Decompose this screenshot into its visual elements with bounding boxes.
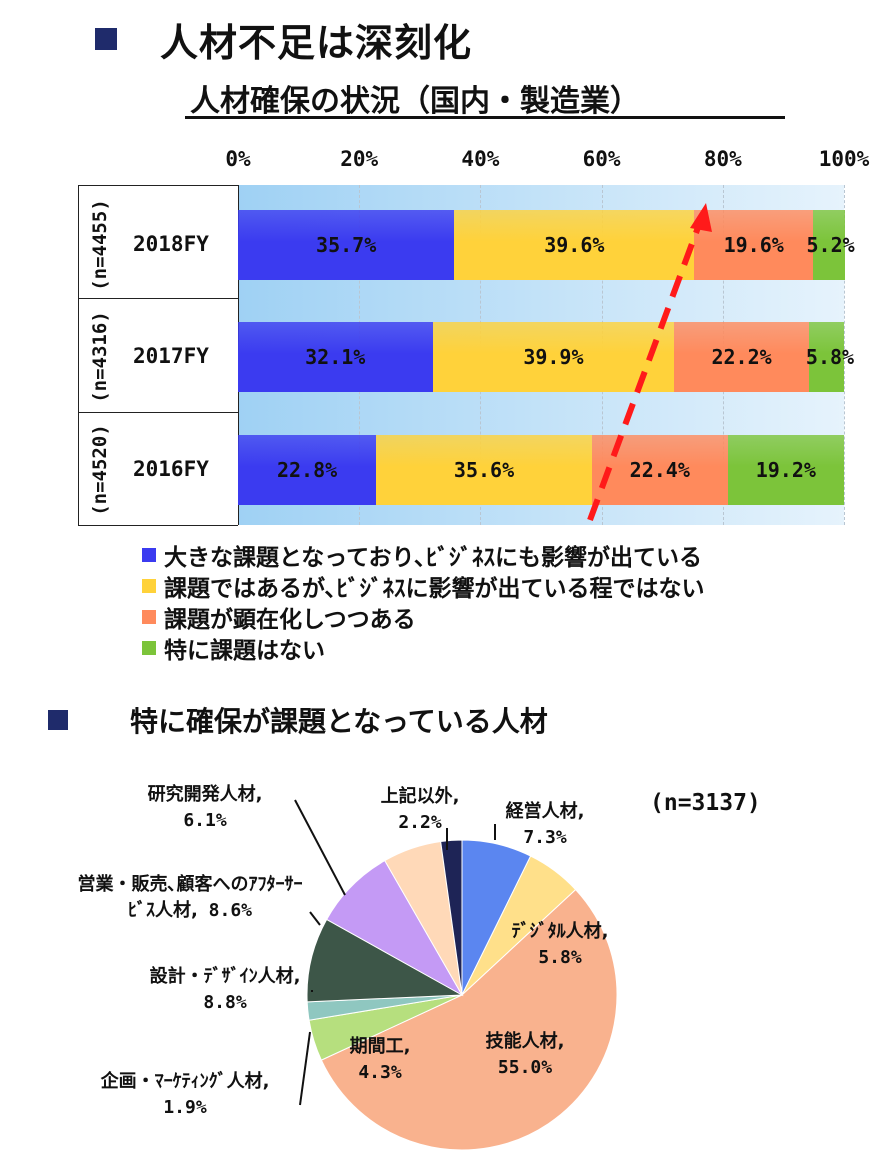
slice-value: 8.6% [197, 900, 253, 921]
data-label: 22.4% [629, 458, 690, 482]
legend-label: 大きな課題となっており､ﾋﾞｼﾞﾈｽにも影響が出ている [164, 545, 702, 571]
legend-swatch [142, 641, 156, 655]
slice-name: 期間工, [349, 1036, 411, 1057]
slice-name: 研究開発人材, [147, 784, 263, 805]
slice-value: 7.3% [523, 827, 567, 848]
pie-slice [440, 839, 463, 996]
x-tick-label: 100% [818, 147, 870, 171]
slice-name: 設計・ﾃﾞｻﾞｲﾝ人材, [149, 966, 301, 987]
data-label: 19.6% [723, 233, 784, 257]
legend-swatch [142, 610, 156, 624]
pie-chart [294, 799, 618, 1151]
leader-line [294, 799, 346, 896]
trend-arrow-head [690, 203, 712, 232]
legend-item: 特に課題はない [142, 631, 325, 665]
slice-name: 営業・販売､顧客へのｱﾌﾀｰｻｰﾋﾞｽ人材, 8.6% [70, 872, 310, 924]
data-label: 32.1% [305, 345, 366, 369]
stacked-bar-chart: 0% 20% 40% 60% 80% 100% (n=4455) 2018FY 35.7% 39.… [78, 147, 870, 526]
category-label: 2017FY [133, 344, 209, 368]
bar-segment [454, 210, 695, 280]
category-label: 2018FY [133, 232, 209, 256]
slice-value: 2.2% [398, 812, 442, 833]
pie-slice [325, 859, 464, 997]
slice-value: 4.3% [358, 1062, 402, 1083]
data-label: 5.8% [805, 345, 855, 369]
slice-name: 上記以外, [380, 786, 460, 807]
table-row-line [78, 185, 238, 186]
legend-swatch [142, 579, 156, 593]
trend-arrow [587, 203, 712, 522]
table-row-line [78, 298, 238, 300]
chart-subtitle: 人材確保の状況（国内・製造業） [190, 84, 640, 119]
page-title: 人材不足は深刻化 [160, 21, 473, 65]
pie-slice-label: 設計・ﾃﾞｻﾞｲﾝ人材, 8.8% [150, 964, 301, 1016]
table-row-line [78, 411, 238, 413]
bar-segment [674, 322, 809, 392]
pie-slice [306, 918, 464, 1003]
bar-segment [694, 210, 814, 280]
x-tick-label: 80% [703, 147, 742, 171]
legend-item: 課題が顕在化しつつある [142, 600, 416, 634]
table-row-line [78, 525, 238, 526]
pie-slice-label: 営業・販売､顧客へのｱﾌﾀｰｻｰﾋﾞｽ人材, 8.6% [70, 872, 310, 924]
leader-line [299, 1031, 311, 1106]
legend-label: 課題ではあるが､ﾋﾞｼﾞﾈｽに影響が出ている程ではない [164, 576, 705, 602]
x-tick-label: 0% [225, 147, 251, 171]
pie-slice-label: 経営人材, 7.3% [506, 799, 585, 851]
title-bullet [95, 28, 117, 50]
slice-value: 8.8% [203, 992, 247, 1013]
pie-slice-label: ﾃﾞｼﾞﾀﾙ人材, 5.8% [512, 919, 609, 971]
section2-title: 特に確保が課題となっている人材 [130, 705, 548, 738]
pie-slice [320, 888, 618, 1151]
data-label: 22.2% [711, 345, 772, 369]
data-label: 19.2% [755, 458, 816, 482]
leader-line [309, 911, 321, 926]
slice-name: 企画・ﾏｰｹﾃｨﾝｸﾞ人材, [100, 1071, 270, 1092]
data-label: 22.8% [276, 458, 338, 482]
x-tick-label: 40% [461, 147, 500, 171]
bar-segment [727, 435, 844, 505]
data-label: 35.6% [453, 458, 515, 482]
trend-arrow-line [587, 220, 703, 522]
gridline [844, 185, 845, 525]
slice-value: 5.8% [538, 947, 582, 968]
pie-n-label: (n=3137) [650, 790, 761, 816]
bar-segment [808, 322, 844, 392]
slice-value: 6.1% [183, 810, 227, 831]
legend-item: 大きな課題となっており､ﾋﾞｼﾞﾈｽにも影響が出ている [142, 538, 702, 572]
slice-name: 技能人材, [485, 1031, 565, 1052]
bar-segment [238, 210, 455, 280]
x-tick-label: 20% [340, 147, 379, 171]
slice-value: 55.0% [497, 1057, 553, 1078]
bar-segment [813, 210, 845, 280]
legend-swatch [142, 548, 156, 562]
pie-slice-label: 期間工, 4.3% [350, 1034, 411, 1086]
bar-segment [432, 322, 675, 392]
legend-label: 課題が顕在化しつつある [164, 607, 416, 633]
bar-segment [376, 435, 592, 505]
data-label: 39.9% [523, 345, 584, 369]
pie-slice-label: 技能人材, 55.0% [486, 1029, 565, 1081]
table-left-border [78, 185, 79, 525]
pie-slice-label: 上記以外, 2.2% [381, 784, 460, 836]
category-label: 2016FY [133, 457, 209, 481]
pie-slice-label: 研究開発人材, 6.1% [148, 782, 263, 834]
subtitle-underline [185, 116, 785, 119]
data-label: 35.7% [316, 233, 377, 257]
slice-name-text: 営業・販売､顧客へのｱﾌﾀｰｻｰﾋﾞｽ人材, [77, 874, 303, 921]
bar-segment [238, 435, 377, 505]
pie-slice-label: 企画・ﾏｰｹﾃｨﾝｸﾞ人材, 1.9% [101, 1069, 270, 1121]
legend-label: 特に課題はない [164, 638, 325, 664]
section2-bullet [48, 710, 68, 730]
slice-value: 1.9% [163, 1097, 207, 1118]
bar-segment [238, 322, 433, 392]
slice-name: 経営人材, [505, 801, 585, 822]
slice-name: ﾃﾞｼﾞﾀﾙ人材, [511, 921, 609, 942]
x-tick-label: 60% [582, 147, 621, 171]
legend-item: 課題ではあるが､ﾋﾞｼﾞﾈｽに影響が出ている程ではない [142, 569, 705, 603]
data-label: 39.6% [544, 233, 605, 257]
data-label: 5.2% [806, 233, 855, 257]
